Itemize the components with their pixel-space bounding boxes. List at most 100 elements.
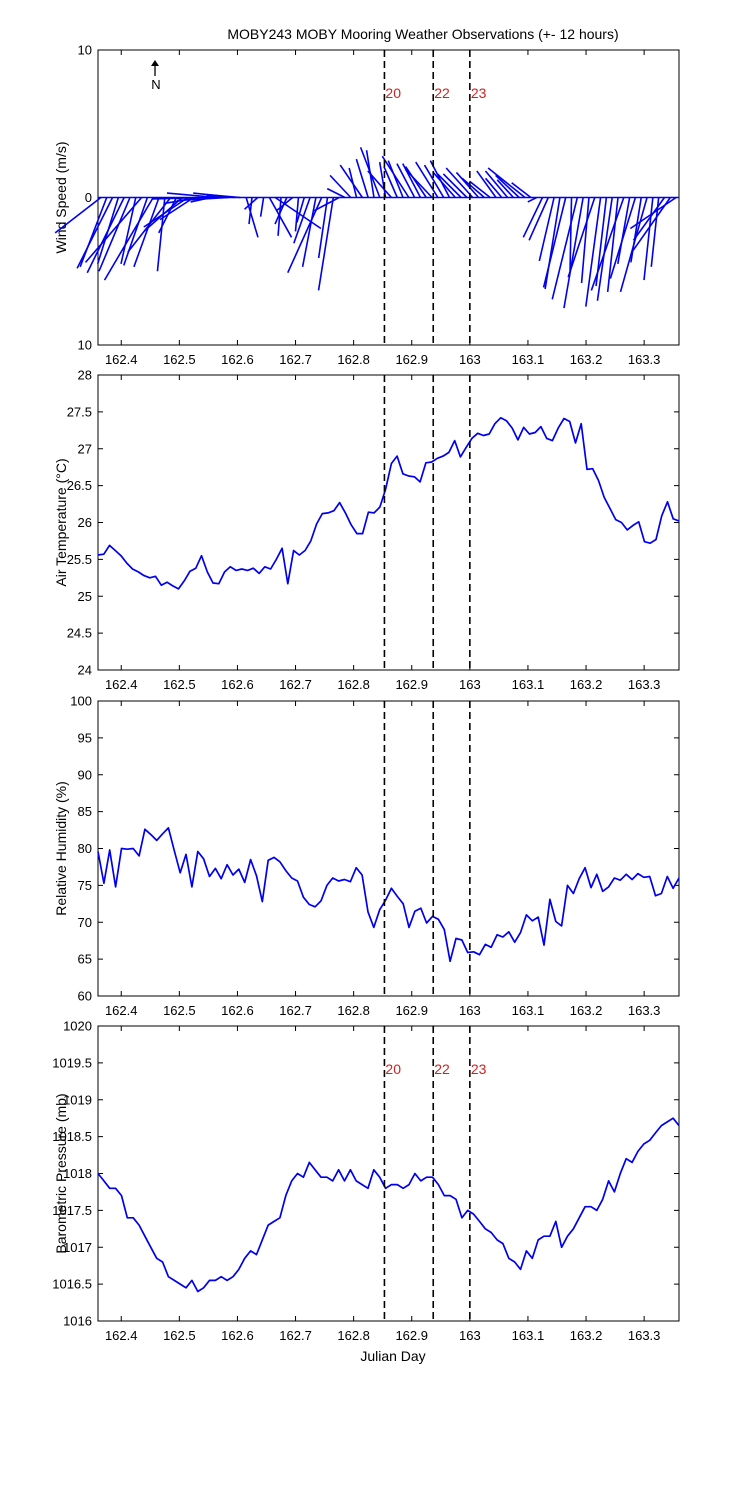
wind-vector [86, 197, 125, 274]
wind-vector [76, 197, 114, 269]
wind-vector [423, 164, 445, 198]
wind-vector [476, 170, 497, 198]
wind-vector [567, 197, 596, 278]
wind-vector [596, 197, 613, 301]
wind-vector [367, 170, 393, 199]
x-tick-label: 162.4 [105, 677, 138, 692]
series-line-relative-humidity [97, 827, 680, 963]
y-tick-label: 60 [78, 989, 92, 1004]
wind-vector [387, 160, 404, 198]
x-tick-label: 162.7 [279, 1328, 312, 1343]
y-tick-label: 100 [70, 694, 92, 709]
wind-vector [277, 197, 282, 236]
wind-vector [275, 196, 294, 212]
wind-vector [294, 197, 300, 232]
y-tick-label: 1018.5 [52, 1129, 92, 1144]
wind-vector [404, 168, 433, 199]
y-tick-label: 65 [78, 952, 92, 967]
wind-vector [84, 196, 143, 263]
x-tick-label: 163 [459, 1003, 481, 1018]
y-tick-label: 1019 [63, 1092, 92, 1107]
x-tick-label: 162.5 [163, 1003, 196, 1018]
wind-vector [563, 197, 584, 309]
y-tick-label: 1018 [63, 1166, 92, 1181]
wind-vector [120, 197, 137, 265]
wind-vector [159, 196, 195, 221]
x-tick-label: 163.3 [628, 1003, 661, 1018]
y-tick-label: 24.5 [67, 626, 92, 641]
x-tick-label: 162.6 [221, 1003, 254, 1018]
wind-vector [177, 196, 229, 202]
wind-vector [293, 197, 311, 244]
x-tick-label: 162.4 [105, 1003, 138, 1018]
y-tick-label: 1020 [63, 1019, 92, 1034]
wind-vector [432, 171, 456, 199]
wind-vector [156, 197, 166, 272]
wind-vector [259, 197, 265, 217]
north-label: N [151, 77, 160, 92]
x-tick-label: 162.9 [395, 352, 428, 367]
series-line-air-temperature [97, 416, 680, 590]
wind-vector [317, 197, 329, 259]
event-label: 23 [471, 1061, 487, 1077]
wind-vector [469, 180, 491, 199]
wind-vector [79, 197, 108, 268]
event-label: 20 [385, 85, 401, 101]
x-tick-label: 162.8 [337, 1328, 370, 1343]
wind-vector [329, 174, 352, 199]
x-tick-label: 162.5 [163, 352, 196, 367]
wind-vector [609, 197, 637, 279]
x-tick-label: 163.1 [512, 677, 545, 692]
y-tick-label: 25 [78, 589, 92, 604]
y-tick-label: 10 [78, 338, 92, 353]
wind-vector [590, 197, 625, 291]
y-axis-title: Relative Humidity (%) [53, 781, 69, 916]
y-axis-title: Wind Speed (m/s) [53, 141, 69, 253]
x-tick-label: 163 [459, 677, 481, 692]
wind-vector [445, 167, 474, 199]
wind-vector [123, 197, 149, 266]
x-axis-title: Julian Day [360, 1348, 425, 1364]
x-tick-label: 163.1 [512, 352, 545, 367]
x-tick-label: 163.2 [570, 352, 603, 367]
x-tick-label: 163.3 [628, 1328, 661, 1343]
wind-vector [455, 171, 480, 199]
y-tick-label: 95 [78, 730, 92, 745]
figure-title: MOBY243 MOBY Mooring Weather Observation… [227, 26, 618, 42]
x-tick-label: 163.3 [628, 352, 661, 367]
wind-vector [484, 177, 503, 199]
y-axis-title: Air Temperature (°C) [53, 458, 69, 586]
wind-vector [248, 197, 253, 225]
wind-vector [402, 163, 422, 198]
y-tick-label: 0 [85, 190, 92, 205]
y-tick-label: 26.5 [67, 478, 92, 493]
wind-vector [415, 161, 439, 198]
wind-vector [54, 196, 102, 234]
wind-vector [245, 197, 259, 238]
event-label: 22 [434, 85, 450, 101]
wind-vector [619, 197, 648, 293]
y-tick-label: 28 [78, 368, 92, 383]
wind-vector [127, 197, 172, 253]
y-tick-label: 25.5 [67, 552, 92, 567]
x-tick-label: 163.1 [512, 1328, 545, 1343]
wind-vector [404, 166, 427, 198]
wind-vector [396, 163, 416, 198]
wind-vector [143, 196, 189, 228]
x-tick-label: 162.5 [163, 1328, 196, 1343]
event-label: 22 [434, 1061, 450, 1077]
wind-vector [317, 197, 335, 291]
wind-vector [359, 147, 381, 198]
wind-vector [442, 173, 468, 199]
wind-vector [326, 187, 346, 199]
wind-vector [313, 196, 340, 212]
x-tick-label: 162.5 [163, 677, 196, 692]
panel-relative-humidity: 60 65 70 75 80 85 90 95 100 162.4 162.5 162.6 162.7 1… [53, 694, 680, 1018]
wind-vector [152, 196, 206, 200]
x-tick-label: 163.3 [628, 677, 661, 692]
x-tick-label: 162.7 [279, 677, 312, 692]
wind-vector [527, 196, 538, 203]
wind-vector [511, 182, 532, 199]
x-tick-label: 162.4 [105, 352, 138, 367]
wind-vector [522, 197, 544, 238]
